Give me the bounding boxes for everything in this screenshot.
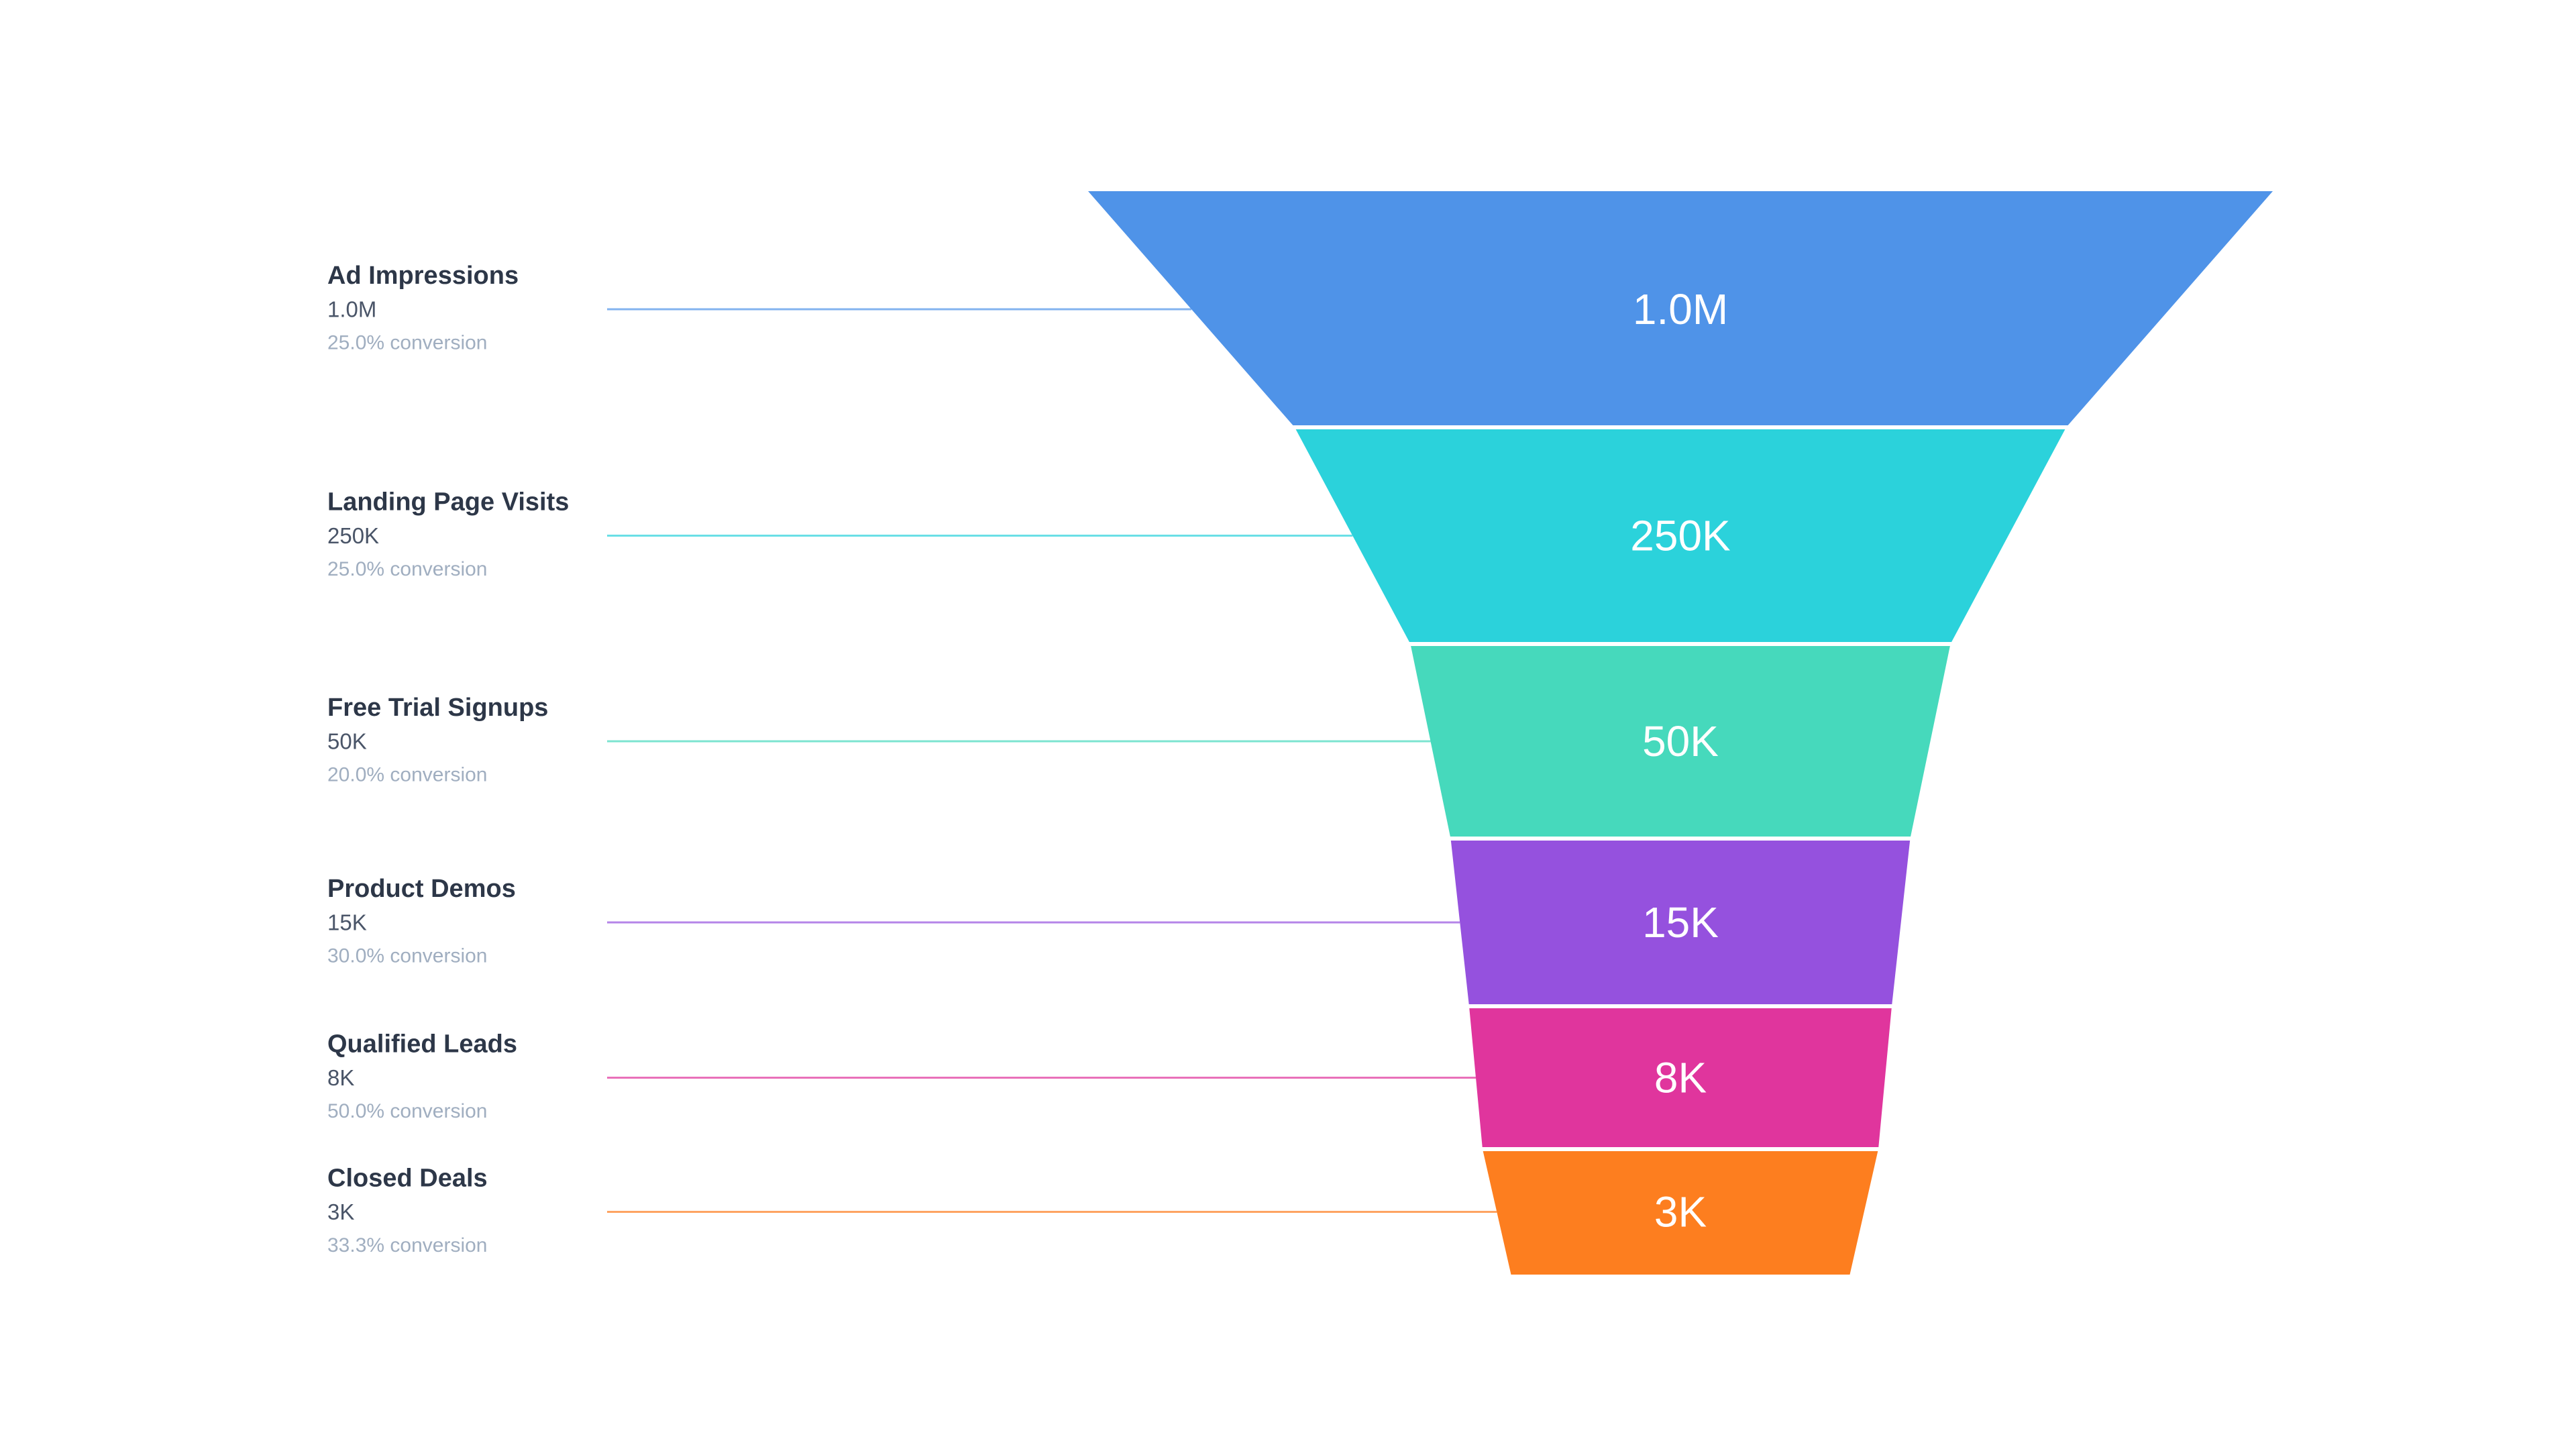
funnel-segment-product-demos — [1450, 841, 1911, 1004]
segment-value-label-product-demos: 15K — [1642, 898, 1719, 947]
funnel-segment-landing-page-visits — [1295, 429, 2065, 642]
stage-conversion-landing-page-visits: 25.0% conversion — [327, 558, 487, 580]
funnel-segment-ad-impressions — [1088, 191, 2273, 425]
stage-conversion-qualified-leads: 50.0% conversion — [327, 1100, 487, 1122]
stage-value-free-trial-signups: 50K — [327, 729, 367, 754]
stage-value-product-demos: 15K — [327, 910, 367, 935]
funnel-segment-free-trial-signups — [1411, 646, 1950, 837]
stage-name-product-demos: Product Demos — [327, 875, 516, 903]
funnel-segment-labels: 1.0M 250K 50K 15K 8K 3K — [1630, 285, 1730, 1236]
funnel-segments — [1088, 191, 2273, 1275]
stage-value-qualified-leads: 8K — [327, 1065, 354, 1090]
stage-labels: Ad Impressions 1.0M 25.0% conversion Landin… — [327, 262, 569, 1256]
stage-name-landing-page-visits: Landing Page Visits — [327, 488, 569, 517]
stage-conversion-free-trial-signups: 20.0% conversion — [327, 764, 487, 786]
segment-value-label-ad-impressions: 1.0M — [1633, 285, 1728, 333]
stage-value-landing-page-visits: 250K — [327, 523, 379, 548]
stage-conversion-ad-impressions: 25.0% conversion — [327, 332, 487, 354]
segment-value-label-landing-page-visits: 250K — [1630, 512, 1730, 560]
stage-value-ad-impressions: 1.0M — [327, 297, 376, 322]
segment-value-label-free-trial-signups: 50K — [1642, 717, 1719, 765]
stage-conversion-product-demos: 30.0% conversion — [327, 945, 487, 967]
stage-name-closed-deals: Closed Deals — [327, 1165, 488, 1193]
funnel-segment-closed-deals — [1483, 1151, 1878, 1275]
stage-name-free-trial-signups: Free Trial Signups — [327, 694, 548, 722]
stage-conversion-closed-deals: 33.3% conversion — [327, 1234, 487, 1256]
funnel-segment-qualified-leads — [1469, 1008, 1892, 1147]
stage-name-ad-impressions: Ad Impressions — [327, 262, 519, 290]
stage-name-qualified-leads: Qualified Leads — [327, 1030, 517, 1059]
connector-lines — [607, 308, 1497, 1213]
stage-value-closed-deals: 3K — [327, 1199, 354, 1224]
segment-value-label-qualified-leads: 8K — [1654, 1054, 1707, 1102]
segment-value-label-closed-deals: 3K — [1654, 1188, 1707, 1236]
